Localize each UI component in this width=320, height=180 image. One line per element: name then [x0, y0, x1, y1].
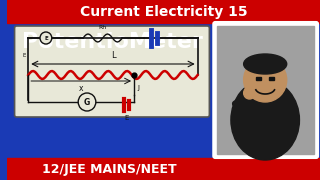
Bar [217, 26, 314, 154]
FancyBboxPatch shape [213, 22, 318, 158]
Circle shape [78, 93, 96, 111]
Text: Current Electricity 15: Current Electricity 15 [80, 5, 247, 19]
Text: E: E [124, 115, 128, 121]
Bar [256, 77, 261, 80]
Text: E: E [44, 35, 48, 40]
Text: Rh: Rh [99, 25, 107, 30]
Circle shape [244, 87, 255, 99]
Text: PotentioMeter: PotentioMeter [22, 32, 203, 52]
Text: E: E [23, 53, 26, 57]
Bar [260, 83, 270, 98]
Ellipse shape [244, 54, 287, 74]
Ellipse shape [231, 80, 300, 160]
Bar [7, 158, 320, 180]
Text: L: L [111, 51, 115, 60]
Text: 12/JEE MAINS/NEET: 12/JEE MAINS/NEET [42, 163, 177, 175]
Circle shape [244, 58, 287, 102]
FancyBboxPatch shape [15, 26, 209, 117]
Circle shape [40, 32, 52, 44]
Text: G: G [84, 98, 90, 107]
Bar [269, 77, 274, 80]
Ellipse shape [233, 100, 260, 116]
Bar [7, 0, 320, 23]
Text: x: x [79, 84, 84, 93]
Text: J: J [137, 85, 139, 91]
